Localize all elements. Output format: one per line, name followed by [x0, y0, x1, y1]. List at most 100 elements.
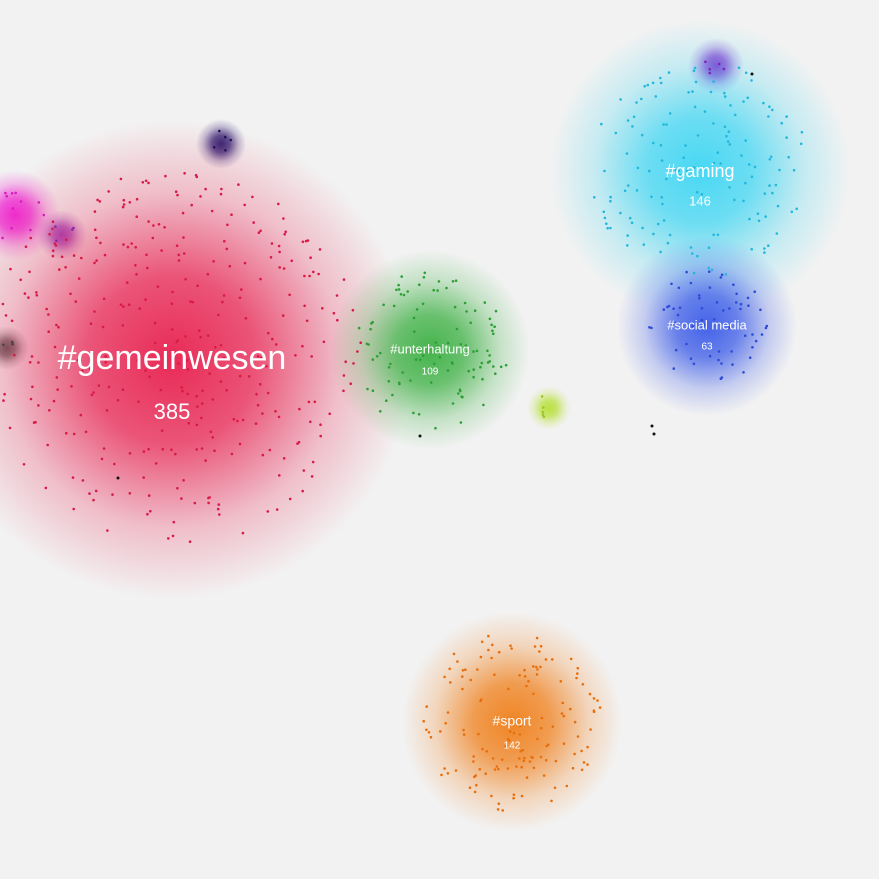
node-dot: [464, 668, 467, 671]
node-dot: [367, 343, 370, 346]
node-dot: [486, 349, 489, 353]
node-dot: [490, 323, 493, 327]
node-dot: [606, 226, 609, 230]
node-dot: [37, 404, 40, 407]
node-dot: [282, 217, 285, 220]
cluster-glow[interactable]: [330, 250, 530, 450]
node-dot: [764, 215, 767, 218]
node-dot: [271, 337, 274, 341]
node-dot: [31, 385, 34, 389]
node-dot: [446, 341, 450, 345]
node-dot: [506, 767, 510, 770]
node-dot: [243, 261, 247, 265]
cluster-glow[interactable]: [402, 612, 622, 832]
node-dot: [539, 665, 542, 669]
cluster-count: 146: [689, 193, 711, 208]
node-dot: [230, 452, 234, 456]
node-dot: [550, 799, 553, 803]
node-dot: [478, 768, 482, 771]
node-dot: [751, 346, 754, 349]
node-dot: [488, 317, 492, 321]
cluster-label[interactable]: #unterhaltung: [390, 341, 470, 356]
node-dot: [520, 794, 524, 798]
node-dot: [586, 745, 589, 749]
node-dot: [481, 747, 484, 751]
node-dot: [379, 351, 382, 355]
node-dot: [650, 424, 654, 428]
node-dot: [785, 115, 788, 118]
node-dot: [580, 768, 584, 772]
node-dot: [472, 760, 475, 763]
node-dot: [729, 104, 732, 107]
node-dot: [313, 400, 317, 404]
node-dot: [575, 676, 578, 680]
node-dot: [274, 343, 278, 346]
node-dot: [473, 790, 477, 794]
node-dot: [676, 313, 680, 317]
node-dot: [72, 507, 75, 511]
node-dot: [239, 359, 243, 362]
node-dot: [278, 250, 281, 254]
node-dot: [174, 190, 178, 193]
node-dot: [101, 325, 105, 329]
node-dot: [682, 156, 685, 160]
node-dot: [79, 413, 83, 417]
node-dot: [147, 181, 150, 185]
cluster-glow[interactable]: [550, 20, 850, 320]
node-dot: [569, 707, 572, 711]
node-dot: [259, 277, 262, 281]
node-dot: [739, 307, 742, 311]
node-dot: [153, 321, 157, 325]
node-dot: [421, 354, 425, 358]
node-dot: [414, 358, 418, 361]
node-dot: [277, 202, 280, 206]
node-dot: [116, 476, 120, 480]
node-dot: [712, 161, 716, 165]
node-dot: [176, 193, 179, 197]
node-dot: [106, 529, 109, 532]
node-dot: [487, 634, 490, 638]
node-dot: [134, 264, 137, 267]
node-dot: [90, 393, 94, 397]
node-dot: [531, 756, 534, 760]
node-dot: [214, 346, 217, 349]
node-dot: [757, 219, 761, 223]
node-dot: [160, 249, 163, 252]
node-dot: [308, 274, 311, 278]
node-dot: [74, 300, 78, 303]
node-dot: [469, 321, 473, 325]
node-dot: [674, 321, 678, 325]
node-dot: [748, 217, 751, 221]
node-dot: [527, 679, 530, 683]
cluster-glow[interactable]: [617, 236, 797, 416]
node-dot: [161, 447, 165, 451]
cluster-glow[interactable]: [527, 386, 571, 430]
node-dot: [444, 722, 448, 725]
node-dot: [691, 325, 695, 328]
node-dot: [544, 758, 548, 762]
node-dot: [305, 319, 309, 323]
node-dot: [266, 391, 270, 395]
node-dot: [573, 752, 576, 756]
node-dot: [785, 136, 788, 139]
node-dot: [204, 187, 207, 191]
node-dot: [459, 421, 463, 424]
node-dot: [500, 758, 504, 761]
node-dot: [71, 476, 75, 479]
cluster-label[interactable]: #sport: [493, 713, 532, 729]
cluster-label[interactable]: #gaming: [665, 161, 734, 181]
node-dot: [735, 292, 738, 296]
node-dot: [149, 509, 152, 513]
node-dot: [708, 286, 712, 289]
node-dot: [722, 67, 726, 71]
node-dot: [309, 420, 312, 424]
node-dot: [126, 245, 130, 249]
node-dot: [672, 367, 676, 370]
cluster-label[interactable]: #social media: [667, 317, 747, 332]
node-dot: [539, 755, 543, 759]
cluster-label[interactable]: #gemeinwesen: [58, 339, 287, 377]
node-dot: [89, 322, 93, 326]
node-dot: [800, 130, 804, 134]
node-dot: [626, 244, 629, 247]
